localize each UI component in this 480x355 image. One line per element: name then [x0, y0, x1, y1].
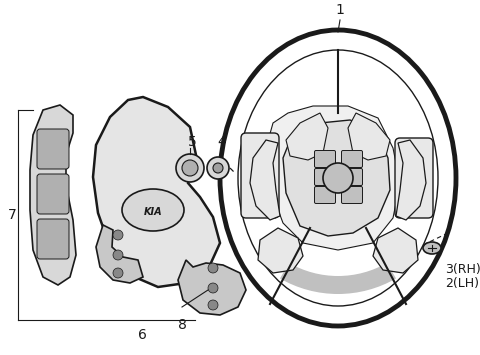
- Circle shape: [208, 263, 218, 273]
- Ellipse shape: [423, 242, 441, 254]
- Text: 3(RH): 3(RH): [445, 263, 480, 277]
- Circle shape: [208, 283, 218, 293]
- Circle shape: [213, 163, 223, 173]
- Polygon shape: [178, 260, 246, 315]
- Wedge shape: [280, 263, 396, 294]
- FancyBboxPatch shape: [395, 138, 433, 218]
- Circle shape: [207, 157, 229, 179]
- Polygon shape: [286, 113, 328, 160]
- Circle shape: [208, 300, 218, 310]
- Text: KIA: KIA: [144, 207, 162, 217]
- Polygon shape: [30, 105, 76, 285]
- FancyBboxPatch shape: [314, 186, 336, 203]
- FancyBboxPatch shape: [37, 174, 69, 214]
- Polygon shape: [283, 120, 390, 236]
- Circle shape: [113, 230, 123, 240]
- Circle shape: [182, 160, 198, 176]
- Ellipse shape: [122, 189, 184, 231]
- Text: 2(LH): 2(LH): [445, 278, 479, 290]
- Circle shape: [113, 250, 123, 260]
- FancyBboxPatch shape: [241, 133, 279, 218]
- Text: 8: 8: [178, 318, 186, 332]
- Polygon shape: [348, 113, 390, 160]
- Polygon shape: [250, 140, 280, 220]
- FancyBboxPatch shape: [341, 186, 362, 203]
- Text: 5: 5: [188, 135, 196, 149]
- Polygon shape: [258, 228, 303, 273]
- Circle shape: [113, 268, 123, 278]
- Text: 6: 6: [138, 328, 146, 342]
- Text: 1: 1: [336, 3, 345, 17]
- Text: 7: 7: [8, 208, 16, 222]
- FancyBboxPatch shape: [341, 169, 362, 186]
- Polygon shape: [396, 140, 426, 220]
- FancyBboxPatch shape: [37, 219, 69, 259]
- Polygon shape: [96, 225, 143, 283]
- Polygon shape: [266, 106, 400, 250]
- Circle shape: [323, 163, 353, 193]
- FancyBboxPatch shape: [341, 151, 362, 168]
- Text: 4: 4: [217, 135, 227, 149]
- FancyBboxPatch shape: [314, 169, 336, 186]
- FancyBboxPatch shape: [314, 151, 336, 168]
- Polygon shape: [373, 228, 418, 273]
- Polygon shape: [93, 97, 220, 287]
- FancyBboxPatch shape: [37, 129, 69, 169]
- Circle shape: [176, 154, 204, 182]
